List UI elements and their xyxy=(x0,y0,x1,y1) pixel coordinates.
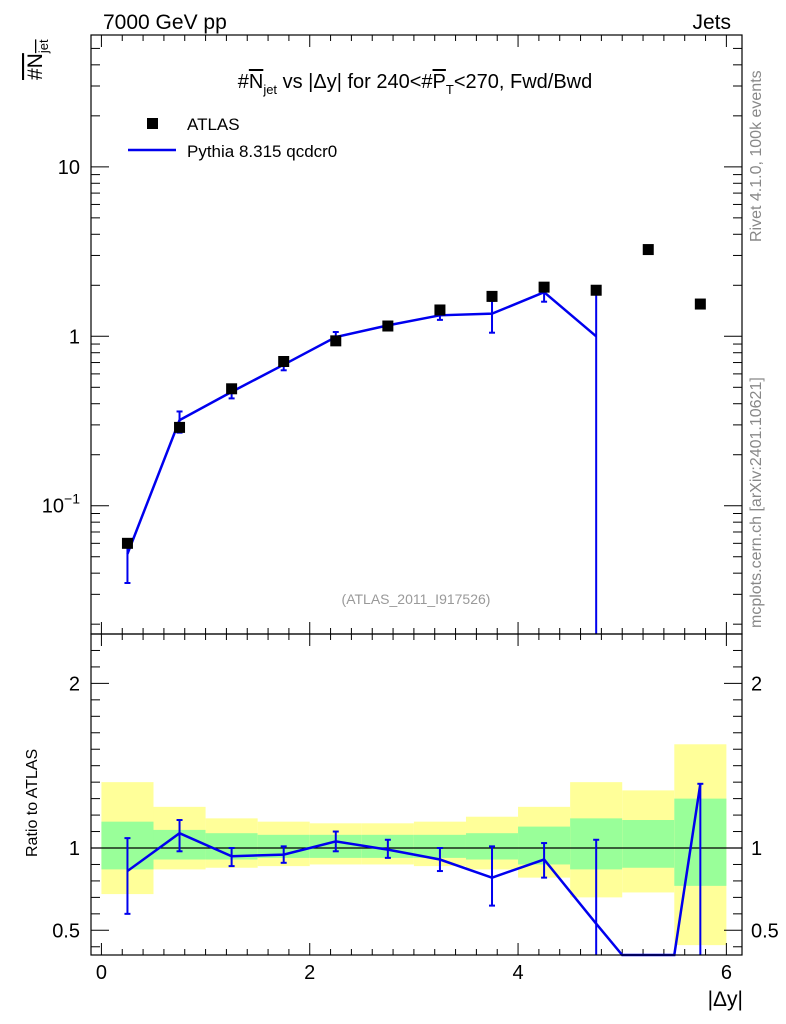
x-tick-label: 6 xyxy=(721,962,732,984)
main-series xyxy=(121,244,706,634)
ratio-y-tick-label-left: 1 xyxy=(69,838,80,860)
ratio-y-tick-label-right: 0.5 xyxy=(751,920,779,942)
analysis-watermark: (ATLAS_2011_I917526) xyxy=(342,591,491,607)
main-y-tick-label-base: 10 xyxy=(42,496,64,518)
ratio-y-tick-label-right: 1 xyxy=(751,838,762,860)
atlas-data-point xyxy=(538,281,550,293)
ratio-frame xyxy=(90,633,743,956)
green-band-bin xyxy=(413,834,466,858)
ratio-y-tick-label-left: 0.5 xyxy=(52,920,80,942)
atlas-data-point xyxy=(121,537,133,549)
atlas-data-point xyxy=(382,320,394,332)
main-y-axis-label-main: #N xyxy=(24,53,47,80)
legend-atlas-label: ATLAS xyxy=(187,115,240,134)
ratio-y-tick-label-left: 2 xyxy=(69,673,80,695)
atlas-data-point xyxy=(174,421,186,433)
title-part-c: vs |Δy| for 240<# xyxy=(277,71,433,93)
ratio-y-axis-label: Ratio to ATLAS xyxy=(24,749,41,857)
main-y-tick-label: 10−1 xyxy=(42,491,80,518)
main-y-axis-label: #Njet xyxy=(24,39,51,80)
green-band-bin xyxy=(622,820,675,868)
x-tick-label: 2 xyxy=(304,962,315,984)
title-part-d-sub: T xyxy=(446,82,454,97)
atlas-data-point xyxy=(434,304,446,316)
atlas-data-point xyxy=(226,383,238,395)
atlas-data-point xyxy=(590,284,602,296)
atlas-data-point xyxy=(694,298,706,310)
title-part-e: <270, Fwd/Bwd xyxy=(454,71,592,93)
main-axis-ticks xyxy=(91,34,742,634)
title-part-d: P xyxy=(433,71,446,93)
atlas-data-point xyxy=(486,290,498,302)
main-y-tick-label: 10 xyxy=(58,157,80,179)
title-part-b-sub: jet xyxy=(262,82,277,97)
side-text-top: Rivet 4.1.0, 100k events xyxy=(748,70,765,242)
main-y-axis-label-sub: jet xyxy=(36,39,51,54)
atlas-data-point xyxy=(642,244,654,256)
title-part-a: # xyxy=(238,71,250,93)
pythia-line xyxy=(126,290,597,555)
atlas-data-point xyxy=(278,355,290,367)
main-y-tick-label: 1 xyxy=(69,326,80,348)
x-axis-label: |Δy| xyxy=(708,988,743,1011)
ratio-bands xyxy=(91,744,742,946)
ratio-axis-ticks xyxy=(91,634,742,955)
category-label: Jets xyxy=(692,11,731,34)
x-tick-label: 0 xyxy=(96,962,107,984)
main-y-tick-label-exponent: −1 xyxy=(64,491,80,507)
legend: ATLAS Pythia 8.315 qcdcr0 xyxy=(128,115,337,161)
plot-title: #Njet vs |Δy| for 240<#PT<270, Fwd/Bwd xyxy=(238,71,593,97)
title-part-b: N xyxy=(249,71,263,93)
legend-pythia-label: Pythia 8.315 qcdcr0 xyxy=(187,142,337,161)
x-tick-label: 4 xyxy=(512,962,523,984)
atlas-data-point xyxy=(330,335,342,347)
energy-label: 7000 GeV pp xyxy=(103,11,227,34)
legend-atlas-marker xyxy=(147,118,158,129)
ratio-y-tick-label-right: 2 xyxy=(751,673,762,695)
side-text-bottom: mcplots.cern.ch [arXiv:2401.10621] xyxy=(748,377,765,628)
